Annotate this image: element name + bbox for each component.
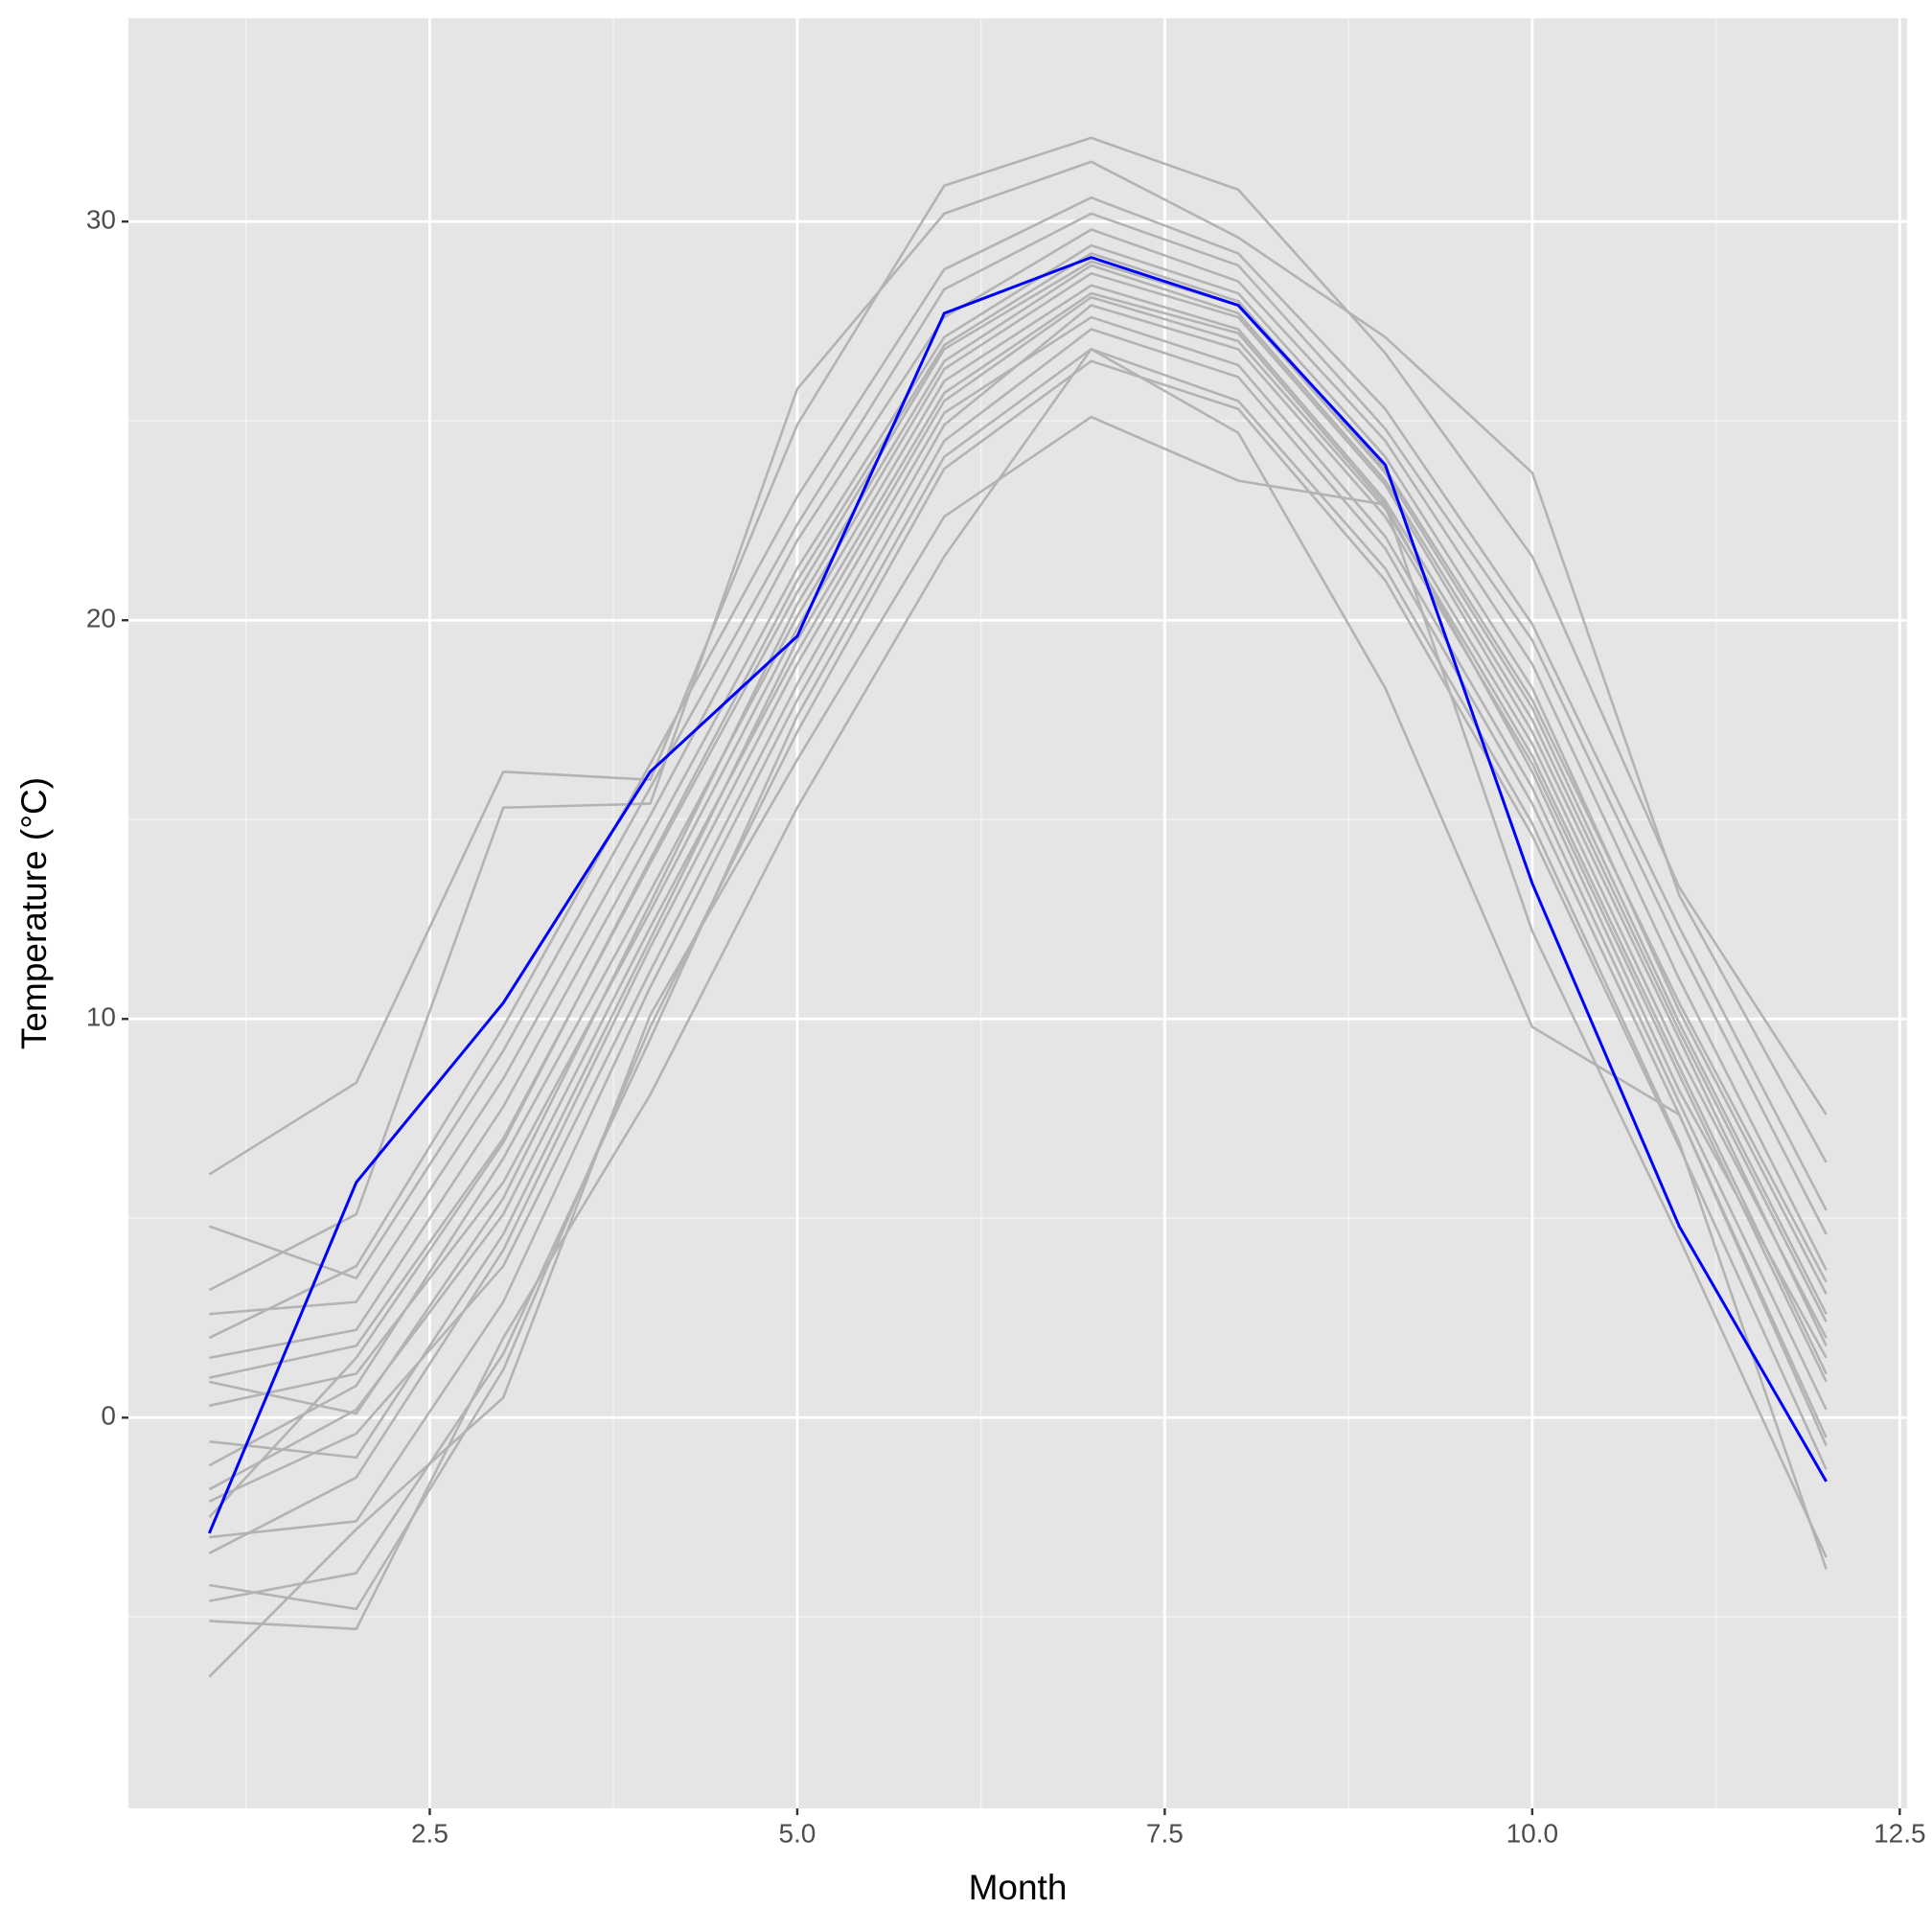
series-line	[208, 271, 1828, 1467]
series-line	[209, 228, 1828, 1316]
series-line	[208, 304, 1828, 1503]
series-line	[208, 196, 1828, 1340]
series-line	[209, 348, 1828, 1631]
y-tick-label: 30	[86, 205, 116, 235]
y-tick-label: 20	[86, 604, 116, 633]
plot-panel	[128, 18, 1907, 1808]
series-line	[208, 252, 1828, 1519]
series-line	[208, 212, 1828, 1279]
series-line	[208, 160, 1828, 1292]
x-tick-label: 7.5	[1146, 1818, 1184, 1848]
series-line	[209, 243, 1828, 1360]
series-line	[209, 291, 1828, 1460]
x-tick-label: 2.5	[411, 1818, 448, 1848]
series-line	[208, 415, 1828, 1678]
series-line	[209, 328, 1828, 1539]
series-line	[209, 260, 1828, 1379]
y-tick-label: 0	[101, 1401, 116, 1431]
series-line	[209, 359, 1828, 1611]
y-axis-title: Temperature (°C)	[14, 777, 54, 1049]
series-line	[209, 284, 1828, 1408]
series-line	[208, 295, 1828, 1491]
x-tick-label: 12.5	[1874, 1818, 1926, 1848]
x-axis-title: Month	[969, 1868, 1068, 1907]
series-line	[208, 136, 1828, 1176]
x-tick-label: 10.0	[1506, 1818, 1559, 1848]
series-line	[207, 256, 1828, 1534]
series-line	[209, 348, 1828, 1602]
series-line	[209, 264, 1828, 1415]
y-tick-label: 10	[86, 1002, 116, 1032]
x-tick-label: 5.0	[778, 1818, 816, 1848]
